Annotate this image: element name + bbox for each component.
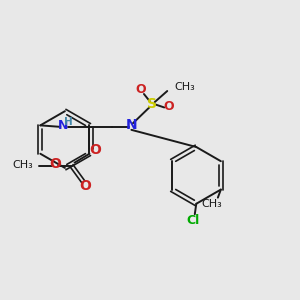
Text: CH₃: CH₃ — [12, 160, 33, 170]
Text: O: O — [79, 179, 91, 193]
Text: O: O — [89, 143, 101, 157]
Text: N: N — [58, 119, 68, 133]
Text: Cl: Cl — [187, 214, 200, 227]
Text: O: O — [136, 83, 146, 96]
Text: CH₃: CH₃ — [174, 82, 195, 92]
Text: O: O — [164, 100, 174, 113]
Text: H: H — [64, 117, 73, 128]
Text: CH₃: CH₃ — [202, 200, 222, 209]
Text: O: O — [49, 157, 61, 171]
Text: N: N — [126, 118, 137, 132]
Text: S: S — [147, 98, 157, 112]
